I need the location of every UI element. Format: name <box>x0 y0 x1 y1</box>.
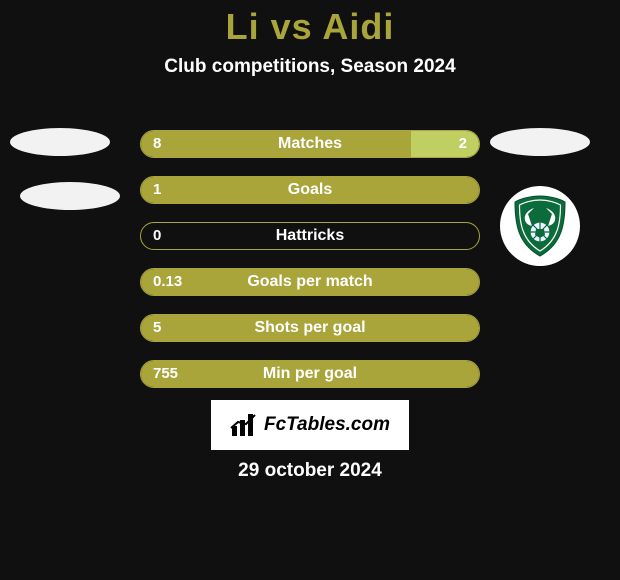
team-logo-placeholder <box>490 128 590 156</box>
stat-row: 82Matches <box>140 130 480 158</box>
stat-row: 755Min per goal <box>140 360 480 388</box>
branding-badge: FcTables.com <box>211 400 409 450</box>
branding-text: FcTables.com <box>264 414 390 436</box>
stat-row: 1Goals <box>140 176 480 204</box>
stat-row: 0Hattricks <box>140 222 480 250</box>
stat-row: 0.13Goals per match <box>140 268 480 296</box>
team-logo-placeholder <box>10 128 110 156</box>
stat-label: Min per goal <box>141 361 479 388</box>
stat-label: Goals <box>141 177 479 204</box>
stat-row: 5Shots per goal <box>140 314 480 342</box>
footer-date: 29 october 2024 <box>0 460 620 482</box>
stats-rows: 82Matches 1Goals 0Hattricks 0.13Goals per m… <box>140 130 480 406</box>
stat-label: Matches <box>141 131 479 158</box>
page-subtitle: Club competitions, Season 2024 <box>0 56 620 78</box>
team-crest <box>500 186 580 266</box>
stat-label: Shots per goal <box>141 315 479 342</box>
page-title: Li vs Aidi <box>0 6 620 48</box>
team-logo-placeholder <box>20 182 120 210</box>
bar-chart-icon <box>230 412 258 438</box>
stat-label: Hattricks <box>141 223 479 250</box>
shield-icon <box>512 194 568 258</box>
canvas: Li vs Aidi Club competitions, Season 202… <box>0 6 620 580</box>
stat-label: Goals per match <box>141 269 479 296</box>
